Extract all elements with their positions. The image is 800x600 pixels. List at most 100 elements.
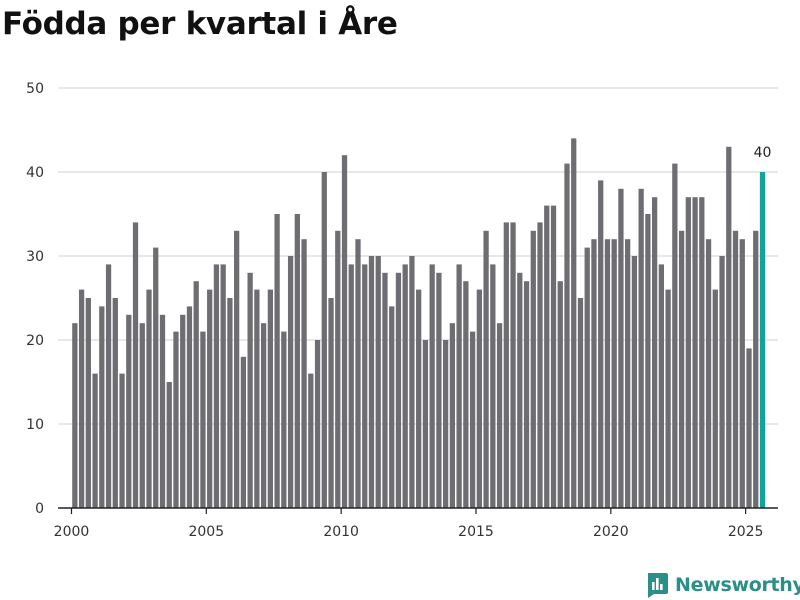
bar (483, 230, 489, 509)
bar (476, 289, 482, 508)
bar (577, 298, 584, 508)
bar (463, 281, 469, 508)
bar (105, 264, 112, 508)
bar (732, 230, 739, 509)
y-tick-label: 30 (26, 249, 44, 265)
x-tick-label: 2015 (458, 524, 494, 540)
bar (186, 306, 193, 508)
bar (746, 348, 752, 508)
bar (389, 306, 395, 508)
y-tick-label: 0 (35, 501, 44, 517)
bar (685, 197, 691, 508)
bar (598, 180, 604, 508)
bar (571, 138, 577, 508)
bar (537, 222, 543, 508)
bar (645, 214, 651, 508)
bar (119, 373, 125, 508)
brand-logo: Newsworthy (645, 570, 800, 600)
bar (341, 155, 348, 508)
bar (409, 256, 415, 508)
bar (672, 163, 678, 508)
bar (180, 314, 186, 508)
bar (166, 382, 172, 508)
bar (678, 230, 685, 509)
bar (638, 188, 644, 509)
bar (321, 172, 327, 508)
bar (78, 289, 85, 508)
newsworthy-logo-icon (648, 573, 668, 598)
bar (611, 239, 617, 508)
bar (416, 289, 422, 508)
bar (368, 256, 375, 508)
bar (517, 272, 523, 508)
bar (362, 264, 368, 508)
bar (213, 264, 220, 508)
highlight-data-label: 40 (754, 145, 772, 161)
bars (72, 138, 766, 509)
x-tick-label: 2025 (728, 524, 764, 540)
bar (220, 264, 226, 508)
bar (281, 331, 287, 508)
bar (92, 373, 98, 508)
x-tick-label: 2005 (188, 524, 224, 540)
bar (240, 356, 247, 508)
bar (429, 264, 435, 508)
bar (469, 331, 476, 508)
y-tick-label: 20 (26, 333, 44, 349)
bar (443, 340, 449, 508)
bar (207, 289, 213, 508)
bar (557, 281, 563, 508)
bar (146, 289, 152, 508)
bar (510, 222, 516, 508)
bar (719, 256, 725, 508)
y-tick-label: 50 (26, 81, 44, 97)
bar (234, 230, 240, 509)
bar (382, 272, 388, 508)
bar (132, 222, 139, 508)
bar (159, 314, 166, 508)
bar (200, 331, 206, 508)
bar (254, 289, 260, 508)
bar (260, 323, 267, 508)
bar (503, 222, 509, 508)
bar (287, 256, 294, 508)
bar (739, 239, 745, 508)
bar (726, 146, 732, 509)
bar (402, 264, 408, 508)
bar (112, 298, 118, 508)
bar (496, 323, 503, 508)
bar (712, 289, 718, 508)
bar (753, 230, 759, 509)
bar (692, 197, 698, 508)
bar (618, 188, 624, 509)
bar (436, 272, 442, 508)
bar (631, 256, 638, 508)
bar (247, 272, 253, 508)
bar (355, 239, 361, 508)
bar (591, 239, 597, 508)
bar (449, 323, 456, 508)
y-tick-label: 40 (26, 165, 44, 181)
bar (227, 298, 233, 508)
bar (99, 306, 105, 508)
bar (604, 239, 611, 508)
bar (72, 323, 78, 508)
bar (652, 197, 658, 508)
x-tick-label: 2020 (593, 524, 629, 540)
bar (699, 197, 705, 508)
bar (328, 298, 334, 508)
bar (126, 314, 132, 508)
bar (139, 323, 145, 508)
bar (625, 239, 631, 508)
bar (544, 205, 550, 508)
axes: 0 10 20 30 40 50 2000 2005 2010 2015 2020 2025 (26, 81, 778, 540)
bar (523, 281, 530, 508)
data-labels: 40 (754, 145, 772, 161)
bar (308, 373, 314, 508)
x-tick-label: 2000 (54, 524, 90, 540)
bar (294, 214, 300, 508)
bar (85, 298, 91, 508)
bar (314, 340, 321, 508)
y-tick-label: 10 (26, 417, 44, 433)
